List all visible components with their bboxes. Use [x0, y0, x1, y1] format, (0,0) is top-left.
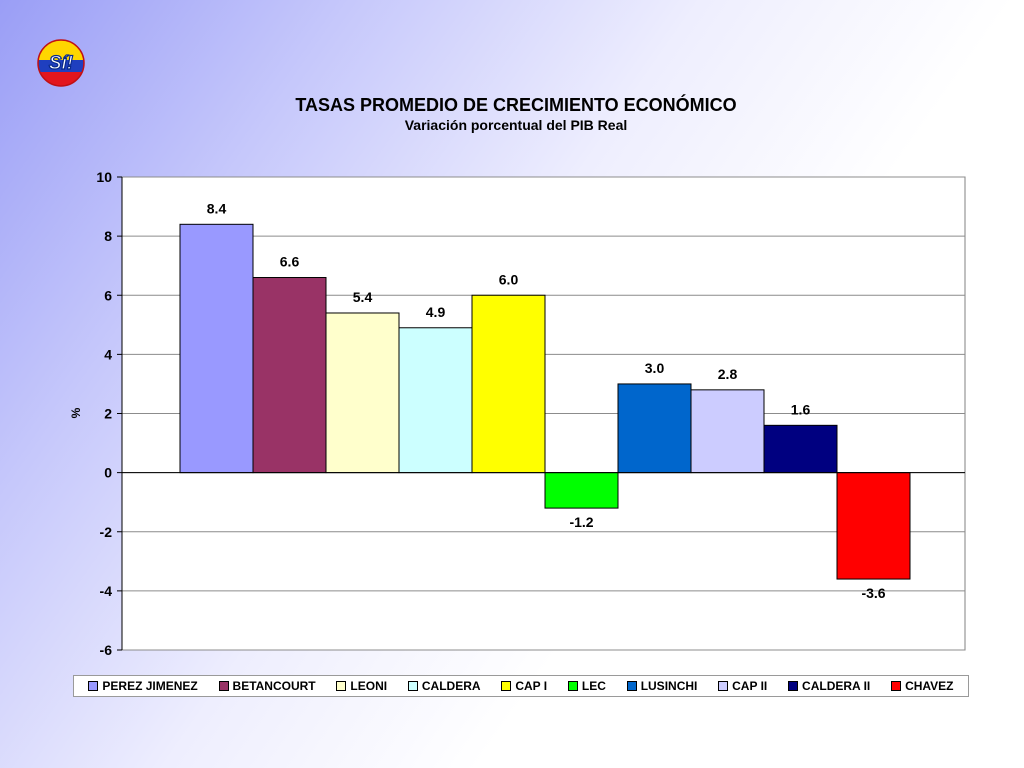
bar-cap-ii	[690, 389, 765, 474]
bar-perez-jimenez	[179, 223, 254, 474]
y-tick-label: 6	[104, 287, 112, 303]
y-tick-label: 8	[104, 228, 112, 244]
legend-swatch	[891, 681, 902, 691]
data-label: 1.6	[791, 401, 811, 417]
legend-label: CHAVEZ	[905, 679, 954, 693]
data-label: -3.6	[861, 585, 885, 601]
legend-label: CAP II	[732, 679, 768, 693]
y-tick-label: 4	[104, 346, 112, 362]
legend-label: LUSINCHI	[640, 679, 698, 693]
bar-cap-i	[471, 294, 546, 474]
data-label: 6.6	[280, 254, 300, 270]
y-tick-label: 0	[104, 465, 112, 481]
legend-swatch	[567, 681, 578, 691]
data-label: 5.4	[353, 289, 373, 305]
bar-caldera	[398, 327, 473, 474]
y-tick-label: -6	[100, 642, 113, 658]
legend-item: CAP I	[501, 679, 547, 693]
chart-legend: PEREZ JIMENEZ BETANCOURT LEONI CALDERA CAP I…	[73, 675, 969, 697]
data-label: -1.2	[569, 514, 593, 530]
legend-swatch	[88, 681, 99, 691]
data-label: 6.0	[499, 271, 519, 287]
legend-item: CALDERA II	[788, 679, 870, 693]
logo-text: Sí!	[49, 53, 73, 74]
legend-label: CALDERA II	[802, 679, 871, 693]
legend-item: LUSINCHI	[626, 679, 698, 693]
legend-item: LEONI	[336, 679, 387, 693]
legend-swatch	[336, 681, 347, 691]
chart-subtitle: Variación porcentual del PIB Real	[404, 117, 628, 133]
bar-caldera-ii	[763, 424, 838, 474]
data-label: 3.0	[645, 360, 665, 376]
data-label: 2.8	[718, 366, 738, 382]
y-tick-label: -4	[100, 583, 113, 599]
bar-betancourt	[252, 277, 327, 474]
data-label: 8.4	[207, 200, 227, 216]
legend-label: BETANCOURT	[232, 679, 316, 693]
legend-item: CALDERA	[407, 679, 481, 693]
legend-swatch	[501, 681, 512, 691]
bar-lusinchi	[617, 383, 692, 474]
bar-leoni	[325, 312, 400, 474]
legend-label: LEC	[581, 679, 606, 693]
legend-label: CAP I	[515, 679, 548, 693]
legend-label: CALDERA	[421, 679, 481, 693]
y-axis-label: %	[69, 407, 83, 418]
data-label: 4.9	[426, 304, 446, 320]
chart-title: TASAS PROMEDIO DE CRECIMIENTO ECONÓMICO	[295, 95, 737, 115]
legend-item: CHAVEZ	[891, 679, 954, 693]
chart-title-block: TASAS PROMEDIO DE CRECIMIENTO ECONÓMICO …	[0, 94, 1024, 134]
legend-item: LEC	[567, 679, 606, 693]
legend-item: PEREZ JIMENEZ	[88, 679, 198, 693]
y-tick-label: 2	[104, 406, 112, 422]
legend-swatch	[718, 681, 729, 691]
y-tick-label: -2	[100, 524, 113, 540]
legend-item: CAP II	[718, 679, 767, 693]
si-logo: Sí!	[37, 39, 85, 87]
legend-item: BETANCOURT	[218, 679, 316, 693]
legend-label: LEONI	[350, 679, 388, 693]
bar-lec	[544, 472, 619, 509]
y-tick-label: 10	[96, 169, 112, 185]
bar-chavez	[836, 472, 911, 580]
legend-swatch	[407, 681, 418, 691]
legend-swatch	[218, 681, 229, 691]
legend-swatch	[626, 681, 637, 691]
legend-swatch	[788, 681, 799, 691]
legend-label: PEREZ JIMENEZ	[102, 679, 198, 693]
